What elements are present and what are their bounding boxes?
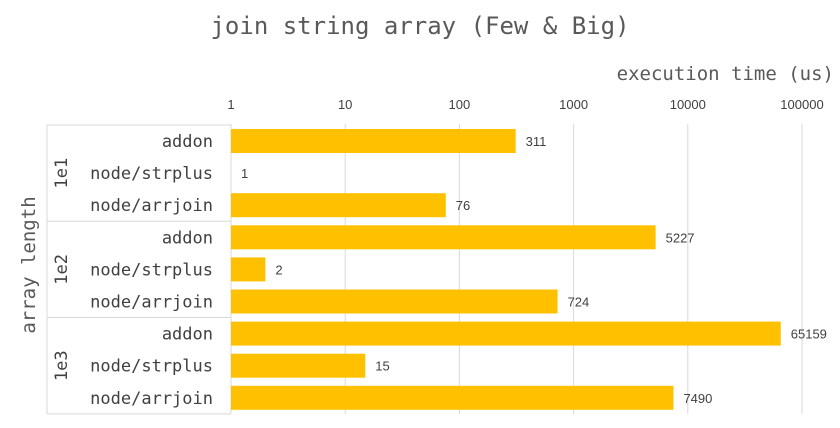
category-label: addon <box>162 228 213 248</box>
x-tick-label: 100000 <box>780 97 823 112</box>
bar <box>231 353 366 378</box>
category-label: addon <box>162 325 213 345</box>
x-tick-label: 1 <box>227 97 234 112</box>
bar <box>231 385 674 410</box>
bar <box>231 225 656 250</box>
bar <box>231 257 266 282</box>
category-label: node/strplus <box>90 164 213 184</box>
x-tick-label: 10000 <box>670 97 706 112</box>
x-tick-label: 100 <box>449 97 471 112</box>
x-tick-label: 10 <box>338 97 352 112</box>
category-label: node/arrjoin <box>90 293 213 313</box>
chart-title: join string array (Few & Big) <box>210 12 629 40</box>
bar <box>231 129 516 153</box>
bar <box>231 193 446 218</box>
data-label: 15 <box>375 359 389 374</box>
category-labels: addon node/strplus node/arrjoin addon node/s… <box>90 132 213 409</box>
data-label: 76 <box>456 198 470 213</box>
data-label: 65159 <box>791 327 827 342</box>
x-axis-label: execution time (us) <box>617 63 834 85</box>
data-labels: 311 1 76 5227 2 724 65159 15 7490 <box>241 134 827 406</box>
data-label: 2 <box>275 262 282 277</box>
y-axis-label: array length <box>18 196 40 333</box>
data-label: 7490 <box>683 391 712 406</box>
category-label: node/strplus <box>90 260 213 280</box>
category-label: node/arrjoin <box>90 196 213 216</box>
data-label: 311 <box>526 134 547 149</box>
group-label: 1e1 <box>52 158 72 189</box>
category-label: node/strplus <box>90 357 213 377</box>
bar <box>231 321 781 346</box>
category-label: addon <box>162 132 213 152</box>
bars <box>231 129 781 410</box>
x-tick-label: 1000 <box>559 97 588 112</box>
x-tick-labels: 1 10 100 1000 10000 100000 <box>227 97 823 112</box>
category-axis-frame <box>46 124 231 415</box>
bar <box>231 289 558 314</box>
group-labels: 1e1 1e2 1e3 <box>52 158 72 381</box>
group-label: 1e2 <box>52 254 72 285</box>
category-label: node/arrjoin <box>90 389 213 409</box>
group-label: 1e3 <box>52 350 72 381</box>
data-label: 724 <box>568 295 590 310</box>
data-label: 5227 <box>666 230 695 245</box>
data-label: 1 <box>241 166 248 181</box>
